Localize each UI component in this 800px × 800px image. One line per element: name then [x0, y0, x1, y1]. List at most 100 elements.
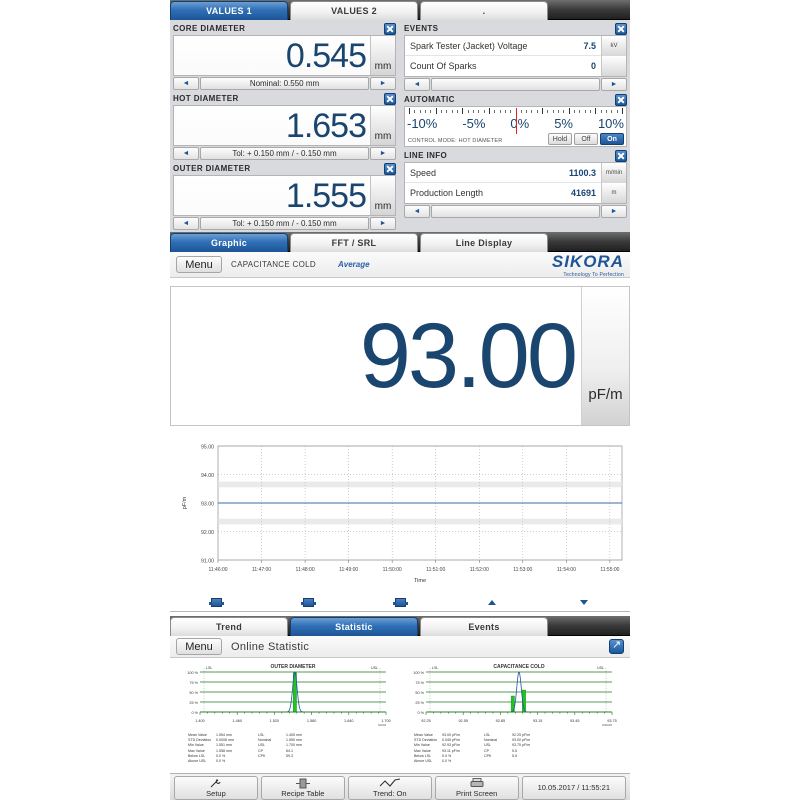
- svg-text:75 %: 75 %: [415, 681, 424, 685]
- export-icon[interactable]: [609, 638, 624, 654]
- scroll-down-icon[interactable]: [538, 600, 630, 605]
- automatic-on-button[interactable]: On: [600, 133, 624, 145]
- close-icon[interactable]: [384, 92, 396, 105]
- values-left-column: CORE DIAMETER 0.545 mm ◄ Nominal: 0.550 …: [170, 22, 399, 232]
- hot-diameter-unit: mm: [370, 106, 395, 145]
- line-info-prev-button[interactable]: ◄: [404, 205, 430, 218]
- stats-right-block: LSL 92.25 pF/m Nominal 93.00 pF/m USL 93.75…: [484, 733, 544, 764]
- hot-diameter-tolerance[interactable]: Tol: + 0.150 mm / - 0.150 mm: [200, 147, 369, 160]
- automatic-gauge[interactable]: -10% -5% 0% 5% 10% CONTROL MODE: HOT DIA…: [404, 106, 627, 147]
- histogram-outer-diameter: OUTER DIAMETER 100 % 75 % 50 % 25 % 0 % LSL USL…: [174, 660, 394, 764]
- events-scroll-track[interactable]: [431, 78, 600, 91]
- stat-value: 5.5: [512, 748, 517, 753]
- sikora-logo: SIKORA Technology To Perfection: [552, 252, 624, 278]
- svg-text:11:54:00: 11:54:00: [557, 567, 576, 573]
- stat-value: 1.551 mm: [216, 743, 232, 748]
- line-info-label: Production Length: [410, 188, 484, 198]
- zoom-horizontal-icon-2[interactable]: [262, 598, 354, 607]
- stat-key: Nominal: [484, 738, 498, 743]
- scroll-up-icon[interactable]: [446, 600, 538, 605]
- svg-text:1.640: 1.640: [344, 719, 354, 723]
- hot-diameter-next-button[interactable]: ►: [370, 147, 396, 160]
- tab-graphic[interactable]: Graphic: [170, 233, 288, 252]
- stat-key: STD Deviation: [188, 738, 212, 743]
- histogram-svg: OUTER DIAMETER 100 % 75 % 50 % 25 % 0 % LSL USL…: [187, 664, 391, 728]
- close-icon[interactable]: [384, 162, 396, 175]
- tab-values-3[interactable]: .: [420, 1, 548, 20]
- panel-title-core-diameter: CORE DIAMETER: [173, 24, 246, 33]
- svg-text:50 %: 50 %: [189, 691, 198, 695]
- gauge-scale: -10% -5% 0% 5% 10%: [405, 115, 626, 133]
- stats-left-block: Mean Value 93.00 pF/m STD Deviation 0.045 …: [414, 733, 474, 764]
- tab-events[interactable]: Events: [420, 617, 548, 636]
- svg-text:CAPACITANCE COLD: CAPACITANCE COLD: [493, 664, 545, 670]
- zoom-horizontal-icon-3[interactable]: [354, 598, 446, 607]
- outer-diameter-next-button[interactable]: ►: [370, 217, 396, 230]
- trend-toggle-button[interactable]: Trend: On: [347, 775, 432, 800]
- stat-value: 1.700 mm: [286, 743, 302, 748]
- trend-chart[interactable]: 91.00 92.00 93.00 94.00 95.00 11:46:00 11:47:0…: [170, 432, 630, 593]
- graphic-menu-button[interactable]: Menu: [176, 256, 222, 273]
- stat-key: Min Value: [414, 743, 430, 748]
- tab-line-display[interactable]: Line Display: [420, 233, 548, 252]
- svg-text:100 %: 100 %: [187, 671, 198, 675]
- svg-text:95.00: 95.00: [201, 445, 214, 451]
- tab-statistic[interactable]: Statistic: [290, 617, 418, 636]
- core-diameter-nominal[interactable]: Nominal: 0.550 mm: [200, 77, 369, 90]
- svg-text:1.580: 1.580: [307, 719, 317, 723]
- recipe-table-button[interactable]: Recipe Table: [260, 775, 345, 800]
- graphic-mode-label[interactable]: Average: [337, 260, 370, 269]
- close-icon[interactable]: [615, 93, 627, 106]
- tab-fft-srl[interactable]: FFT / SRL: [290, 233, 418, 252]
- setup-button[interactable]: Setup: [174, 775, 258, 800]
- statistic-body: OUTER DIAMETER 100 % 75 % 50 % 25 % 0 % LSL USL…: [170, 658, 630, 765]
- line-info-list: Speed 1100.3 m/min Production Length 416…: [404, 162, 627, 204]
- print-screen-button[interactable]: Print Screen: [434, 775, 519, 800]
- stat-value: 1.554 mm: [216, 733, 232, 737]
- automatic-hold-button[interactable]: Hold: [548, 133, 572, 145]
- zoom-horizontal-icon-1[interactable]: [170, 598, 262, 607]
- events-list: Spark Tester (Jacket) Voltage 7.5 kV Cou…: [404, 35, 627, 77]
- event-unit: [601, 56, 626, 76]
- histogram-stats: Mean Value 93.00 pF/m STD Deviation 0.045 …: [400, 731, 620, 764]
- svg-text:93.45: 93.45: [570, 719, 580, 723]
- gauge-needle: [515, 108, 517, 134]
- statistic-menu-button[interactable]: Menu: [176, 638, 222, 655]
- panel-outer-diameter: OUTER DIAMETER 1.555 mm ◄ Tol: + 0.150 m…: [170, 162, 399, 230]
- panel-title-automatic: AUTOMATIC: [404, 95, 455, 104]
- line-info-next-button[interactable]: ►: [601, 205, 627, 218]
- hot-diameter-readout: 1.653 mm: [173, 105, 396, 146]
- graphic-tabbar: Graphic FFT / SRL Line Display: [170, 232, 630, 252]
- outer-diameter-tolerance[interactable]: Tol: + 0.150 mm / - 0.150 mm: [200, 217, 369, 230]
- close-icon[interactable]: [384, 22, 396, 35]
- svg-text:0 %: 0 %: [417, 711, 424, 715]
- stat-value: 5.5: [512, 753, 517, 758]
- core-diameter-next-button[interactable]: ►: [370, 77, 396, 90]
- tab-values-2[interactable]: VALUES 2: [290, 1, 418, 20]
- svg-text:1.700: 1.700: [381, 719, 391, 723]
- stat-value: 93.11 pF/m: [442, 748, 460, 753]
- core-diameter-prev-button[interactable]: ◄: [173, 77, 199, 90]
- events-prev-button[interactable]: ◄: [404, 78, 430, 91]
- brand-name: SIKORA: [551, 251, 624, 271]
- automatic-off-button[interactable]: Off: [574, 133, 598, 145]
- tab-values-1[interactable]: VALUES 1: [170, 1, 288, 20]
- graphic-menubar: Menu CAPACITANCE COLD Average SIKORA Tec…: [170, 252, 630, 278]
- stat-key: LSL: [258, 733, 265, 737]
- stat-value: 92.93 pF/m: [442, 743, 461, 748]
- close-icon[interactable]: [615, 22, 627, 35]
- svg-text:11:47:00: 11:47:00: [252, 567, 271, 573]
- event-unit: kV: [601, 35, 626, 56]
- gauge-tick-label: 0%: [510, 116, 530, 131]
- outer-diameter-prev-button[interactable]: ◄: [173, 217, 199, 230]
- stat-value: 0.0 %: [216, 753, 226, 758]
- line-info-scroll-track[interactable]: [431, 205, 600, 218]
- hot-diameter-prev-button[interactable]: ◄: [173, 147, 199, 160]
- events-next-button[interactable]: ►: [601, 78, 627, 91]
- tab-trend[interactable]: Trend: [170, 617, 288, 636]
- close-icon[interactable]: [615, 149, 627, 162]
- stat-value: 92.25 pF/m: [512, 733, 531, 737]
- bottom-toolbar: Setup Recipe Table Trend: On Print Scree…: [170, 770, 630, 800]
- stat-value: 1.558 mm: [216, 748, 232, 753]
- outer-diameter-value: 1.555: [285, 177, 367, 215]
